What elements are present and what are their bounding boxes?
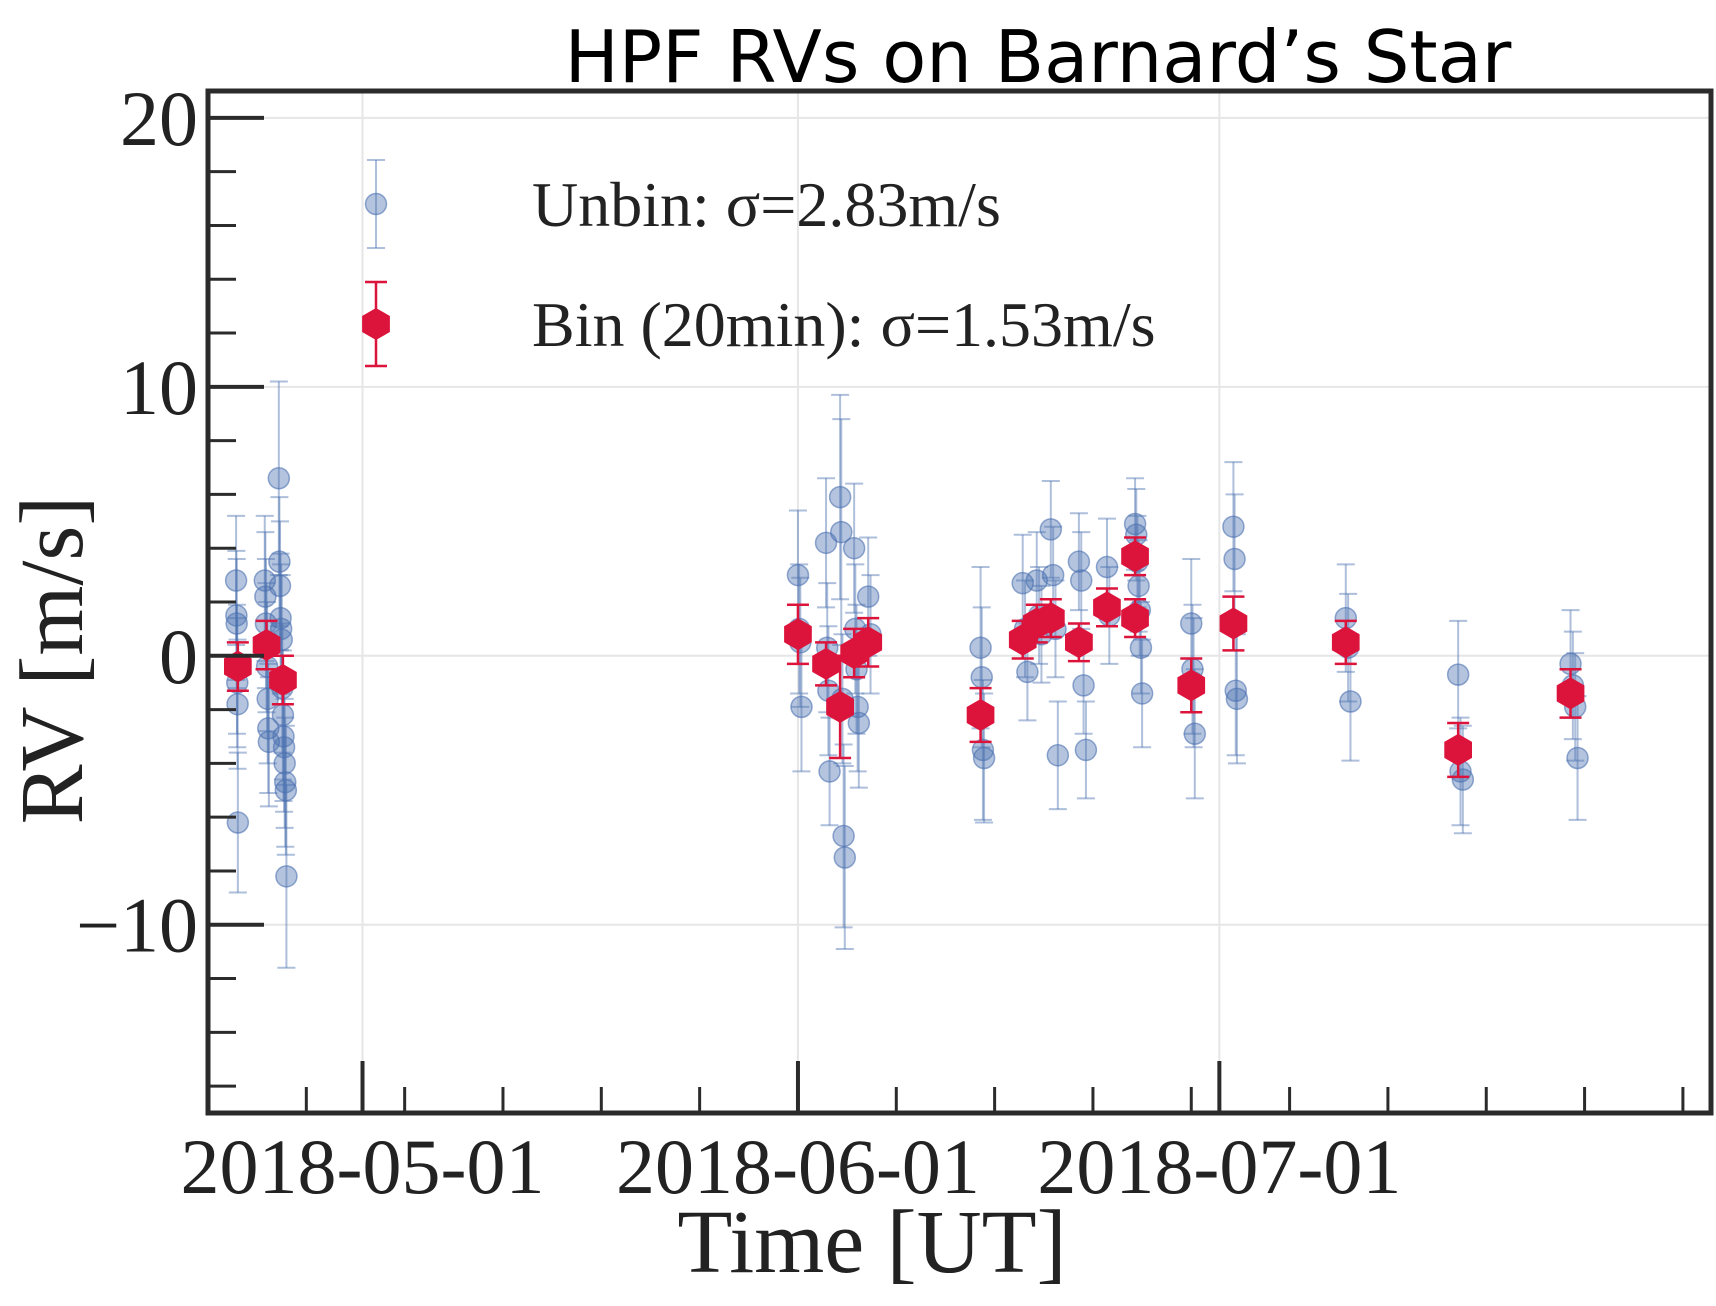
binned-point bbox=[1444, 733, 1472, 766]
binned-point bbox=[854, 626, 883, 659]
legend: Unbin: σ=2.83m/s Bin (20min): σ=1.53m/s bbox=[362, 159, 1156, 368]
binned-point bbox=[269, 664, 297, 696]
binned-point bbox=[1219, 607, 1248, 640]
binned-point bbox=[1177, 669, 1206, 702]
y-tick-label: 20 bbox=[120, 75, 198, 162]
unbinned-point bbox=[1339, 690, 1362, 713]
legend-binned-marker bbox=[362, 308, 390, 340]
unbinned-point bbox=[1129, 636, 1153, 659]
axis-ticks bbox=[206, 115, 1685, 1113]
unbinned-point bbox=[225, 604, 248, 627]
unbinned-point bbox=[828, 485, 852, 509]
binned-points bbox=[224, 540, 1585, 766]
unbinned-point bbox=[225, 612, 248, 635]
y-axis-label: RV [m/s] bbox=[3, 496, 102, 825]
y-tick-label: −10 bbox=[76, 882, 198, 969]
unbinned-point bbox=[1222, 515, 1245, 538]
unbinned-point bbox=[971, 738, 995, 762]
unbinned-point bbox=[832, 824, 855, 848]
unbinned-point bbox=[972, 746, 996, 770]
legend-unbinned-marker bbox=[364, 192, 388, 216]
binned-point bbox=[224, 650, 252, 683]
unbinned-point bbox=[969, 636, 992, 659]
unbinned-point bbox=[790, 695, 813, 719]
unbinned-point bbox=[268, 550, 291, 573]
unbinned-point bbox=[274, 779, 298, 802]
binned-point bbox=[1036, 602, 1065, 635]
unbinned-point bbox=[224, 569, 248, 592]
unbinned-point bbox=[1067, 550, 1091, 573]
unbinned-point bbox=[1183, 722, 1207, 746]
unbinned-point bbox=[1016, 660, 1039, 684]
unbinned-point bbox=[830, 520, 853, 544]
binned-point bbox=[812, 647, 840, 680]
unbinned-point bbox=[1130, 682, 1154, 705]
x-tick-label: 2018-05-01 bbox=[181, 1123, 545, 1210]
binned-point bbox=[1331, 626, 1360, 659]
unbinned-point bbox=[842, 536, 866, 560]
binned-point bbox=[966, 699, 995, 731]
unbinned-point bbox=[1446, 663, 1470, 686]
unbinned-point bbox=[1095, 555, 1119, 579]
unbinned-point bbox=[818, 760, 841, 783]
unbinned-point bbox=[1074, 738, 1098, 762]
unbinned-point bbox=[1046, 744, 1070, 767]
unbinned-point bbox=[786, 563, 810, 587]
unbinned-point bbox=[1225, 687, 1249, 711]
unbinned-point bbox=[226, 692, 249, 716]
plot-frame bbox=[205, 88, 1714, 1116]
y-tick-label: 0 bbox=[159, 613, 198, 700]
y-tick-label: 10 bbox=[120, 344, 198, 431]
binned-point bbox=[784, 618, 812, 651]
unbinned-point bbox=[1224, 679, 1248, 703]
binned-point bbox=[252, 629, 281, 661]
unbinned-point bbox=[1566, 746, 1589, 770]
unbinned-point bbox=[273, 752, 296, 775]
unbinned-point bbox=[814, 531, 838, 555]
unbinned-point bbox=[1451, 768, 1475, 791]
chart-title: HPF RVs on Barnard’s Star bbox=[565, 15, 1512, 99]
unbinned-point bbox=[267, 467, 291, 490]
binned-point bbox=[1556, 677, 1585, 710]
unbinned-point bbox=[856, 585, 880, 608]
unbinned-point bbox=[1072, 674, 1095, 697]
unbinned-point bbox=[833, 846, 857, 869]
unbinned-point bbox=[271, 703, 295, 727]
unbinned-point bbox=[274, 770, 297, 794]
x-axis-label: Time [UT] bbox=[677, 1193, 1066, 1292]
binned-point bbox=[1065, 626, 1093, 659]
unbinned-point bbox=[226, 811, 250, 834]
unbinned-point bbox=[1011, 571, 1034, 595]
legend-binned-label: Bin (20min): σ=1.53m/s bbox=[532, 289, 1156, 360]
unbinned-point bbox=[847, 711, 871, 735]
unbinned-point bbox=[970, 666, 993, 689]
tick-labels: 20 10 0 −10 2018-05-01 2018-06-01 2018-07-01 bbox=[76, 75, 1401, 1210]
unbinned-point bbox=[1041, 563, 1065, 587]
unbinned-point bbox=[1223, 547, 1246, 571]
unbinned-point bbox=[1180, 612, 1203, 635]
x-tick-label: 2018-07-01 bbox=[1037, 1123, 1401, 1210]
unbinned-point bbox=[1069, 569, 1093, 592]
binned-point bbox=[1093, 591, 1121, 624]
binned-point bbox=[1121, 602, 1149, 635]
grid bbox=[208, 91, 1711, 1113]
unbinned-point bbox=[1039, 518, 1063, 541]
x-tick-label: 2018-06-01 bbox=[616, 1123, 980, 1210]
unbinned-point bbox=[272, 735, 296, 759]
unbinned-point bbox=[275, 865, 298, 888]
binned-point bbox=[1121, 540, 1149, 573]
binned-point bbox=[826, 690, 854, 723]
unbinned-point bbox=[268, 574, 292, 598]
legend-unbinned-label: Unbin: σ=2.83m/s bbox=[532, 169, 1001, 240]
unbinned-point bbox=[1127, 574, 1150, 598]
